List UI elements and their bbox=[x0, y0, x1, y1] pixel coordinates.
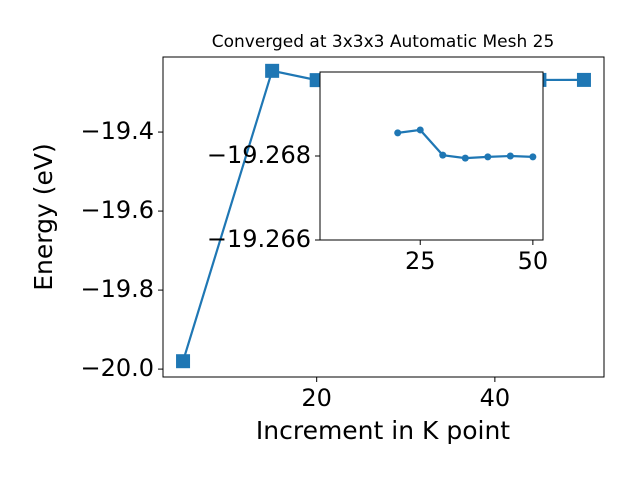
y-tick-label: −19.266 bbox=[207, 225, 311, 253]
y-tick-label: −19.268 bbox=[207, 141, 311, 169]
marker bbox=[576, 72, 591, 87]
plot bbox=[394, 126, 537, 162]
y-tick-label: −19.8 bbox=[80, 275, 154, 303]
axes-frame bbox=[162, 56, 605, 378]
y-tick-label: −19.6 bbox=[80, 196, 154, 224]
marker bbox=[176, 354, 191, 369]
marker bbox=[506, 152, 514, 160]
y-axis-label: Energy (eV) bbox=[29, 143, 58, 290]
marker bbox=[265, 63, 280, 78]
marker bbox=[394, 129, 402, 137]
marker bbox=[461, 154, 469, 162]
x-tick-label: 50 bbox=[518, 247, 549, 275]
x-axis-label: Increment in K point bbox=[256, 416, 510, 445]
inset: 25 50 −19.268 −19.266 bbox=[207, 71, 549, 275]
x-tick-label: 40 bbox=[480, 384, 511, 412]
y-tick-label: −19.4 bbox=[80, 117, 154, 145]
marker bbox=[484, 153, 492, 161]
marker bbox=[439, 151, 447, 159]
x-tick-label: 25 bbox=[405, 247, 436, 275]
marker bbox=[416, 126, 424, 134]
axes-frame bbox=[319, 71, 544, 241]
y-tick-label: −20.0 bbox=[80, 354, 154, 382]
x-tick-label: 20 bbox=[301, 384, 332, 412]
chart-title: Converged at 3x3x3 Automatic Mesh 25 bbox=[212, 32, 555, 52]
marker bbox=[529, 153, 537, 161]
